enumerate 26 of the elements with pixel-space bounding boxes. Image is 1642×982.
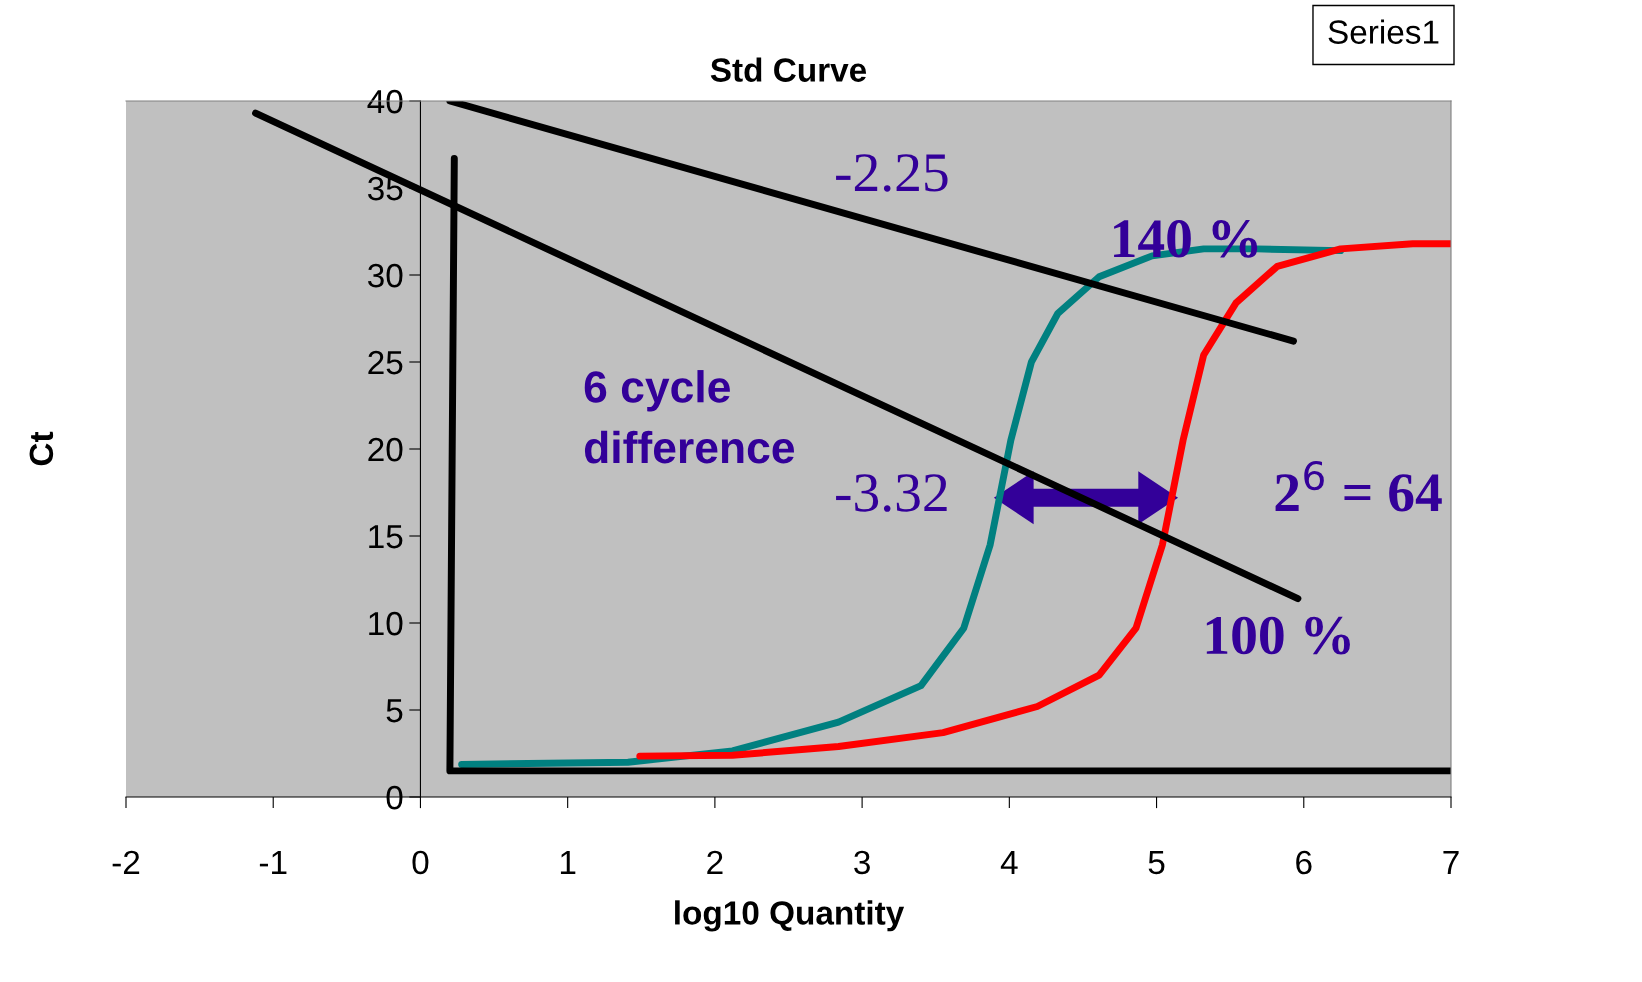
x-tick-label: -2 <box>112 850 140 874</box>
y-tick-label: 25 <box>368 350 403 375</box>
x-tick-label: 3 <box>854 850 870 875</box>
x-tick-label: 5 <box>1148 851 1165 875</box>
annotation: -2.25 <box>836 154 948 192</box>
x-tick-label: 4 <box>1000 851 1018 874</box>
y-tick-label: 5 <box>386 699 403 723</box>
chart-title: Std Curve <box>710 57 867 82</box>
annotation: -3.32 <box>836 474 947 512</box>
x-tick-label: 0 <box>412 850 429 875</box>
x-tick-label: 2 <box>707 850 723 874</box>
x-tick-label: 6 <box>1296 850 1312 875</box>
x-tick-label: -1 <box>259 851 287 874</box>
annotation: 100 % <box>1206 616 1350 655</box>
y-tick-label: 15 <box>369 525 403 549</box>
annotation: 2$^{6}$ = 64 <box>1275 460 1442 512</box>
text: Series1 <box>1328 19 1439 44</box>
annotation: 6 cycle difference <box>584 370 795 464</box>
x-axis-title: log10 Quantity <box>675 900 905 932</box>
x-tick-label: 7 <box>1443 851 1459 874</box>
y-tick-label: 30 <box>367 263 403 288</box>
y-axis-title: Ct <box>29 431 54 466</box>
y-tick-label: 20 <box>368 437 403 462</box>
x-tick-label: 1 <box>560 851 576 874</box>
y-tick-label: 40 <box>367 89 403 114</box>
y-tick-label: 10 <box>369 611 403 636</box>
